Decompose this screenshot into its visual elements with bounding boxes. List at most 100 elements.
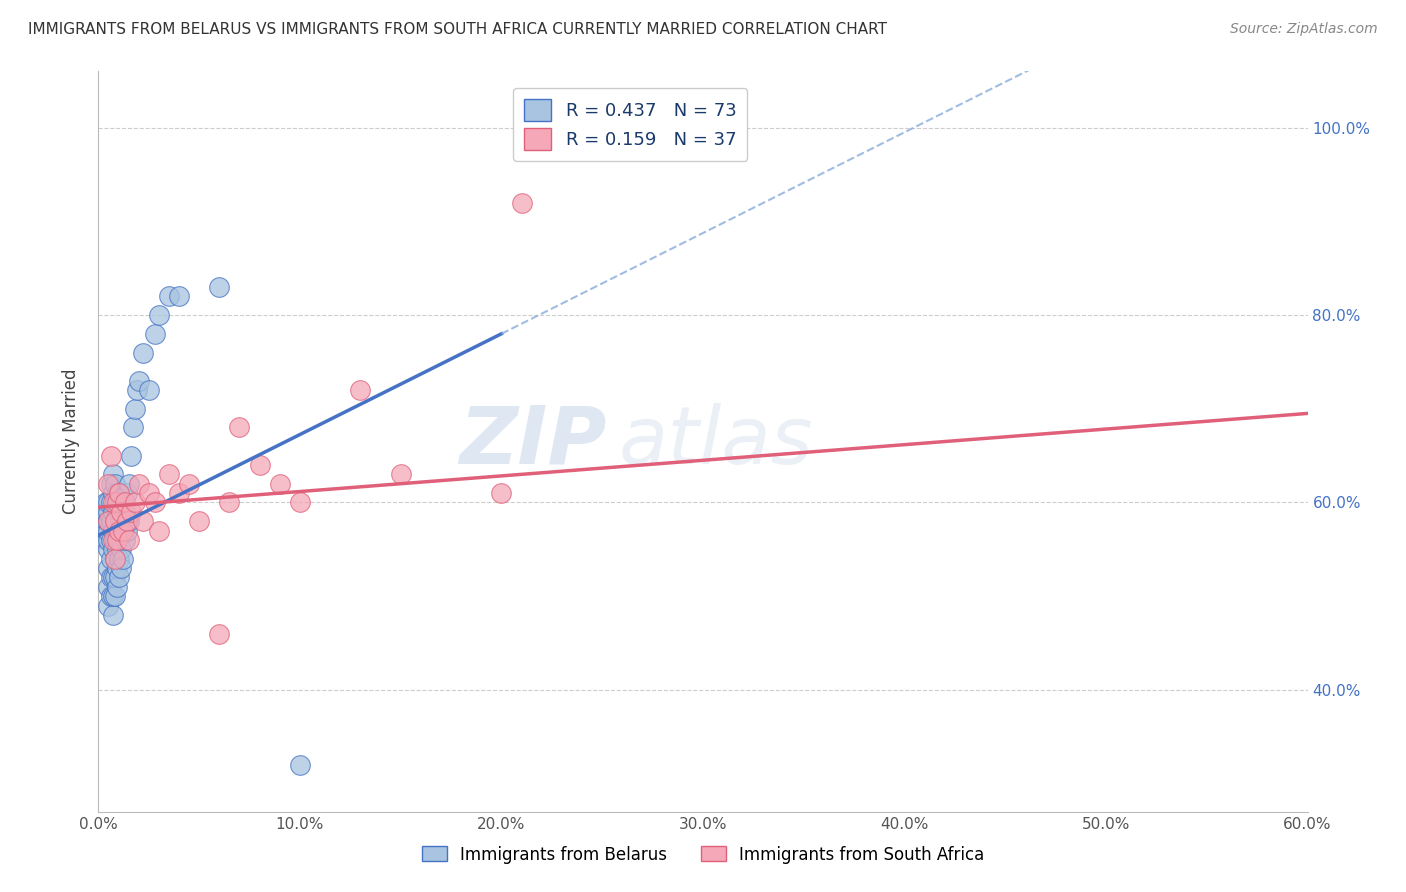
Point [143,326,166,341]
Point [110,542,132,557]
Point [107,570,129,584]
Point [107,533,129,547]
Point [110,561,132,575]
Point [105,533,128,547]
Point [157,467,180,482]
Text: ZIP: ZIP [458,402,606,481]
Point [103,551,125,566]
Text: Source: ZipAtlas.com: Source: ZipAtlas.com [1230,22,1378,37]
Point [103,570,125,584]
Point [110,495,132,509]
Legend: Immigrants from Belarus, Immigrants from South Africa: Immigrants from Belarus, Immigrants from… [415,839,991,871]
Point [125,383,148,397]
Point [110,514,132,528]
Point [105,505,128,519]
Point [114,505,136,519]
Point [97,476,120,491]
Point [115,524,138,538]
Point [105,561,128,575]
Point [101,505,124,519]
Point [97,580,120,594]
Point [101,524,124,538]
Point [97,542,120,557]
Point [269,476,291,491]
Point [167,486,190,500]
Point [96,533,118,547]
Point [114,495,136,509]
Point [111,495,134,509]
Point [100,551,122,566]
Point [167,289,190,303]
Point [105,524,128,538]
Point [97,533,120,547]
Point [101,589,124,603]
Point [101,486,124,500]
Point [97,599,120,613]
Point [120,505,142,519]
Point [100,476,122,491]
Point [100,589,122,603]
Point [103,476,125,491]
Point [132,345,155,359]
Point [103,514,125,528]
Point [179,476,201,491]
Point [96,505,118,519]
Point [121,420,143,434]
Point [128,374,150,388]
Point [101,467,124,482]
Point [107,551,129,566]
Point [97,561,120,575]
Point [101,533,124,547]
Point [97,524,120,538]
Point [138,383,160,397]
Point [105,542,128,557]
Point [510,195,533,210]
Point [103,589,125,603]
Point [101,495,124,509]
Point [288,495,311,509]
Point [120,449,142,463]
Point [111,524,134,538]
Point [105,495,128,509]
Point [288,757,311,772]
Point [105,580,128,594]
Point [101,542,124,557]
Point [188,514,211,528]
Point [107,486,129,500]
Point [111,551,134,566]
Y-axis label: Currently Married: Currently Married [62,368,80,515]
Point [128,476,150,491]
Point [107,524,129,538]
Text: atlas: atlas [619,402,813,481]
Point [97,514,120,528]
Point [148,524,170,538]
Point [143,495,166,509]
Point [107,486,129,500]
Point [124,401,146,416]
Point [100,449,122,463]
Point [148,308,170,322]
Point [132,514,155,528]
Point [389,467,412,482]
Point [249,458,271,472]
Point [208,280,231,294]
Point [228,420,250,434]
Point [491,486,513,500]
Point [157,289,180,303]
Point [96,495,118,509]
Point [111,524,134,538]
Point [118,476,141,491]
Point [103,514,125,528]
Point [101,570,124,584]
Point [107,505,129,519]
Point [96,514,118,528]
Point [218,495,240,509]
Point [100,570,122,584]
Point [115,486,138,500]
Point [114,533,136,547]
Point [100,514,122,528]
Point [208,626,231,640]
Point [118,514,141,528]
Legend: R = 0.437   N = 73, R = 0.159   N = 37: R = 0.437 N = 73, R = 0.159 N = 37 [513,87,748,161]
Point [96,524,118,538]
